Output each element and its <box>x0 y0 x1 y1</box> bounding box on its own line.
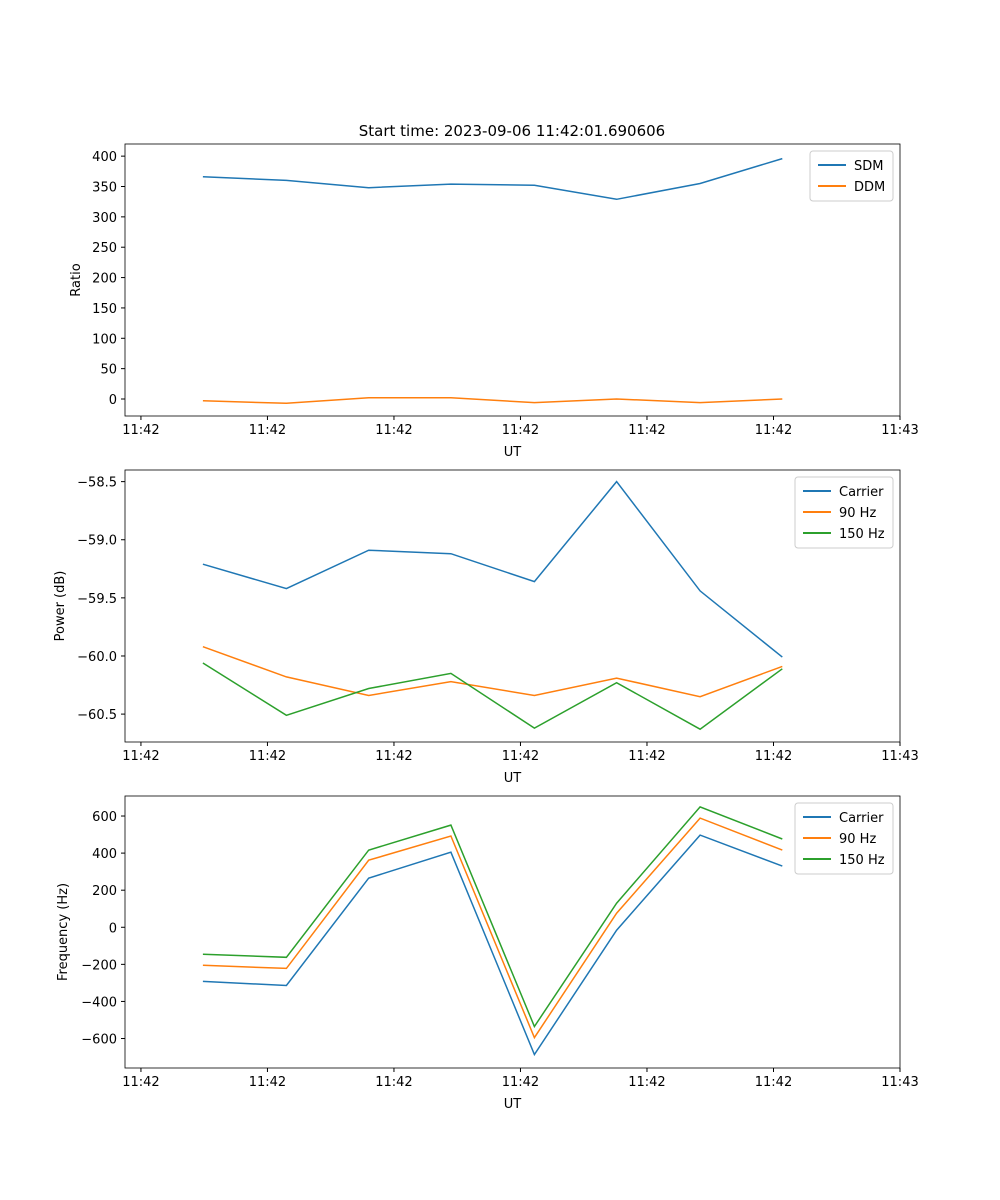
x-tick-label: 11:42 <box>375 749 412 764</box>
legend-label: 150 Hz <box>839 527 885 542</box>
y-tick-label: 600 <box>92 810 117 825</box>
y-tick-label: 200 <box>92 884 117 899</box>
series-line-carrier <box>202 480 783 658</box>
series-line-ddm <box>202 397 783 405</box>
x-tick-label: 11:42 <box>628 1075 665 1090</box>
y-tick-label: −59.0 <box>77 534 117 549</box>
x-tick-label: 11:42 <box>628 749 665 764</box>
x-tick-label: 11:42 <box>122 423 159 438</box>
x-tick-label: 11:43 <box>881 749 918 764</box>
x-tick-label: 11:42 <box>755 1075 792 1090</box>
x-tick-label: 11:42 <box>375 423 412 438</box>
series-line-sdm <box>202 157 783 201</box>
legend-label: DDM <box>854 180 885 195</box>
x-tick-label: 11:42 <box>375 1075 412 1090</box>
y-tick-label: 200 <box>92 272 117 287</box>
y-tick-label: 300 <box>92 211 117 226</box>
y-tick-label: 150 <box>92 302 117 317</box>
x-tick-label: 11:43 <box>881 1075 918 1090</box>
legend-label: Carrier <box>839 811 884 826</box>
x-tick-label: 11:42 <box>122 1075 159 1090</box>
x-tick-label: 11:42 <box>249 1075 286 1090</box>
y-tick-label: −60.0 <box>77 650 117 665</box>
legend-label: Carrier <box>839 485 884 500</box>
y-tick-label: −200 <box>81 958 117 973</box>
y-tick-label: 400 <box>92 847 117 862</box>
legend-label: 90 Hz <box>839 832 876 847</box>
x-tick-label: 11:43 <box>881 423 918 438</box>
y-tick-label: −400 <box>81 995 117 1010</box>
y-tick-label: −58.5 <box>77 476 117 491</box>
x-axis-label: UT <box>504 1097 522 1112</box>
x-tick-label: 11:42 <box>122 749 159 764</box>
legend-label: 150 Hz <box>839 853 885 868</box>
y-tick-label: 350 <box>92 181 117 196</box>
series-line-carrier <box>202 834 783 1057</box>
legend-box <box>794 476 894 549</box>
series-line-150-hz <box>202 662 783 731</box>
axes-frame <box>124 469 901 743</box>
x-tick-label: 11:42 <box>249 749 286 764</box>
series-line-90-hz <box>202 645 783 698</box>
legend-box <box>794 802 894 875</box>
x-tick-label: 11:42 <box>755 423 792 438</box>
legend-label: SDM <box>854 159 883 174</box>
y-axis-label: Frequency (Hz) <box>56 883 71 981</box>
legend-label: 90 Hz <box>839 506 876 521</box>
y-tick-label: −60.5 <box>77 708 117 723</box>
y-tick-label: 0 <box>109 393 117 408</box>
x-tick-label: 11:42 <box>628 423 665 438</box>
y-tick-label: −600 <box>81 1033 117 1048</box>
axes-frame <box>124 143 901 417</box>
legend-box <box>809 150 894 202</box>
series-line-90-hz <box>202 817 783 1040</box>
series-line-150-hz <box>202 806 783 1029</box>
x-axis-label: UT <box>504 445 522 460</box>
y-axis-label: Power (dB) <box>53 571 68 642</box>
y-tick-label: 0 <box>109 921 117 936</box>
chart-title: Start time: 2023-09-06 11:42:01.690606 <box>359 122 665 140</box>
y-tick-label: 50 <box>100 363 117 378</box>
y-tick-label: 250 <box>92 241 117 256</box>
y-axis-label: Ratio <box>69 263 84 296</box>
x-tick-label: 11:42 <box>502 1075 539 1090</box>
y-tick-label: 400 <box>92 150 117 165</box>
y-tick-label: −59.5 <box>77 592 117 607</box>
x-tick-label: 11:42 <box>502 423 539 438</box>
x-axis-label: UT <box>504 771 522 786</box>
x-tick-label: 11:42 <box>755 749 792 764</box>
axes-frame <box>124 795 901 1069</box>
x-tick-label: 11:42 <box>502 749 539 764</box>
y-tick-label: 100 <box>92 332 117 347</box>
x-tick-label: 11:42 <box>249 423 286 438</box>
